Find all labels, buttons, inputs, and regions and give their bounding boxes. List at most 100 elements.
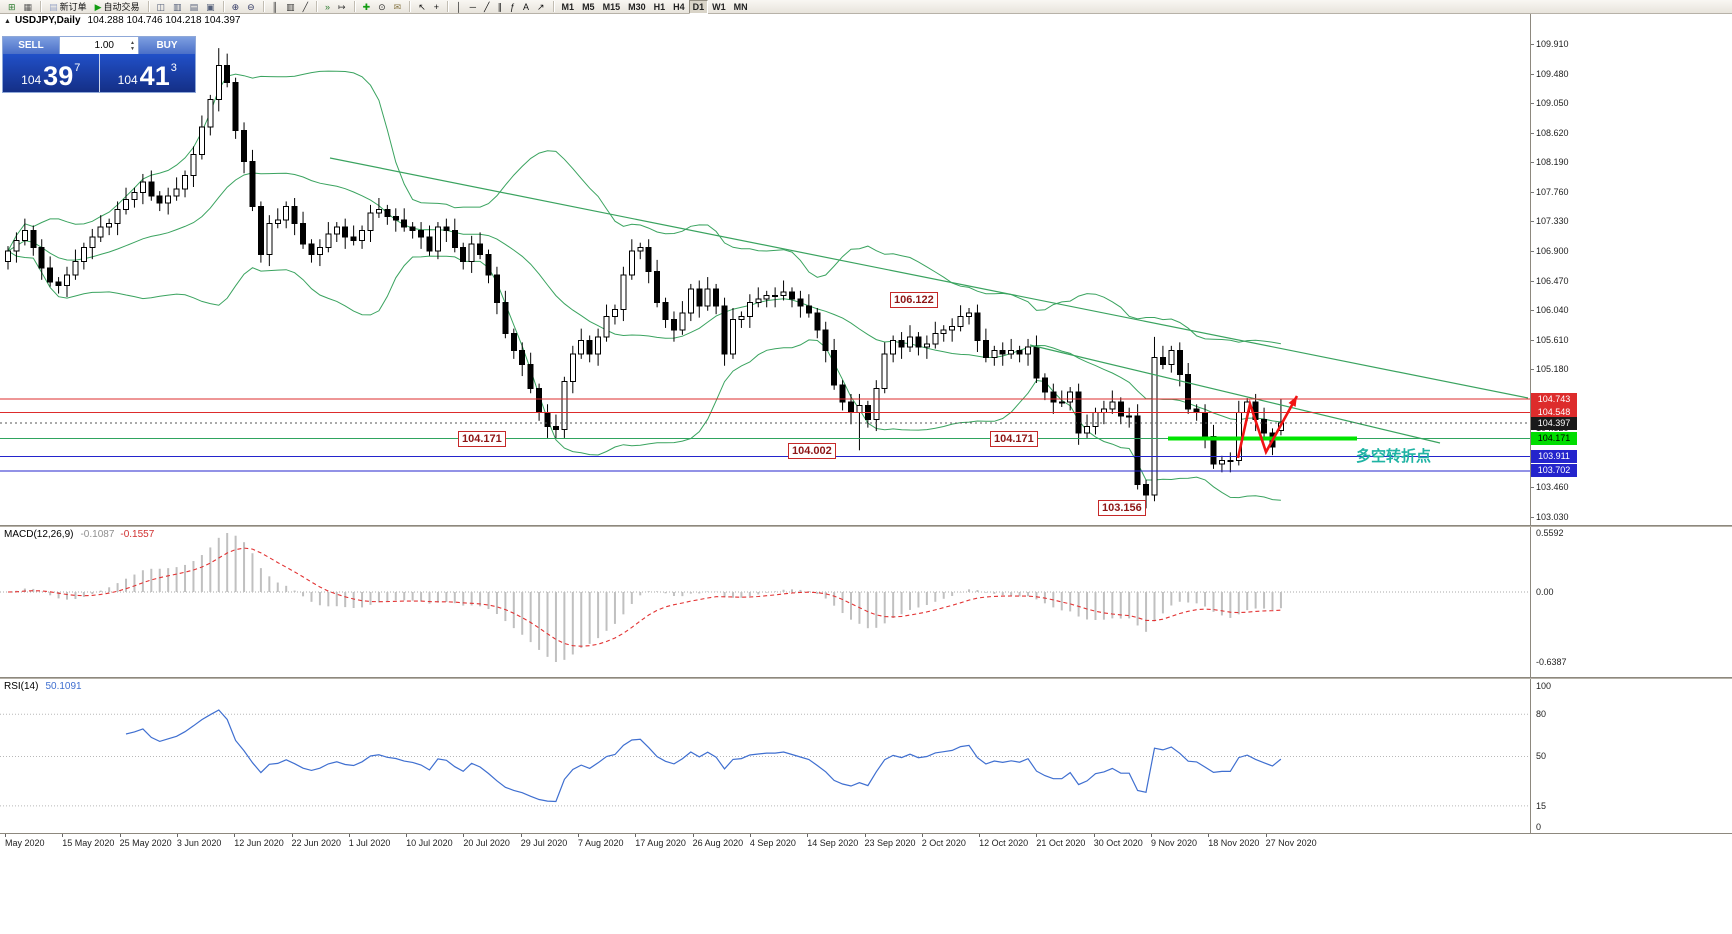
candle <box>898 332 905 359</box>
chart-canvas[interactable] <box>0 14 1530 525</box>
zigzag-annotation[interactable] <box>1236 395 1299 459</box>
candlestick-mode[interactable]: ▥ <box>282 0 299 14</box>
panel-splitter[interactable] <box>0 677 1732 679</box>
timeframe-h4[interactable]: H4 <box>669 0 689 14</box>
cursor-tool[interactable]: ↖ <box>414 0 430 14</box>
candle <box>713 283 720 315</box>
fibonacci-tool[interactable]: ƒ <box>506 0 519 14</box>
chart-shift[interactable]: ↦ <box>334 0 350 14</box>
rsi-canvas[interactable] <box>0 679 1530 833</box>
volume-down-icon[interactable]: ▼ <box>130 45 135 52</box>
date-axis-tick <box>5 834 6 837</box>
trendline-tool[interactable]: ╱ <box>480 0 493 14</box>
price-axis-tick <box>1531 162 1534 164</box>
candle <box>1092 407 1099 435</box>
candle <box>316 239 323 267</box>
horizontal-line-tool[interactable]: ─ <box>466 0 480 14</box>
bar-chart-mode[interactable]: ║ <box>268 0 282 14</box>
templates-menu[interactable]: ✉ <box>390 0 406 14</box>
buy-button[interactable]: BUY <box>139 37 195 54</box>
volume-input[interactable] <box>60 40 116 51</box>
arrows-tool[interactable]: ↗ <box>533 0 549 14</box>
candle <box>974 304 981 352</box>
price-tick-label: 109.050 <box>1536 98 1569 109</box>
tile-windows-horizontally[interactable]: ▥ <box>169 0 186 14</box>
candle <box>224 53 231 88</box>
macd-indicator-panel[interactable]: MACD(12,26,9) -0.1087 -0.1557 <box>0 527 1530 677</box>
macd-axis[interactable]: 0.5592 0.00 -0.6387 <box>1530 527 1732 677</box>
rsi-axis[interactable]: 100 80 50 15 0 <box>1530 679 1732 833</box>
date-axis-tick <box>406 834 408 837</box>
timeframe-h1[interactable]: H1 <box>650 0 670 14</box>
text-tool[interactable]: A <box>519 0 533 14</box>
date-axis-tick <box>1151 834 1152 837</box>
descending-trendline[interactable] <box>329 157 1529 399</box>
indicators-add[interactable]: ✚ <box>359 0 375 14</box>
candle <box>64 266 71 297</box>
candle <box>1227 452 1234 473</box>
macd-canvas[interactable] <box>0 527 1530 677</box>
auto-scroll[interactable]: » <box>321 0 334 14</box>
date-tick-label: 12 Jun 2020 <box>234 838 284 848</box>
autotrading-button-icon: ▶ <box>94 1 102 12</box>
date-tick-label: 22 Jun 2020 <box>291 838 342 848</box>
timeframe-mn[interactable]: MN <box>730 0 752 14</box>
price-axis-tick <box>1531 339 1534 341</box>
zoom-in[interactable]: ⊕ <box>228 0 244 14</box>
timeframe-w1[interactable]: W1 <box>708 0 730 14</box>
price-axis-tick <box>1531 280 1534 282</box>
new-chart[interactable]: ⊞ <box>4 0 20 14</box>
vertical-line-tool[interactable]: │ <box>452 0 466 14</box>
ohlc-values: 104.288 104.746 104.218 104.397 <box>87 15 241 26</box>
sell-price-tile[interactable]: 104 39 7 <box>3 54 99 92</box>
buy-price-tile[interactable]: 104 41 3 <box>99 54 195 92</box>
candle <box>266 215 273 267</box>
price-annotation: 104.002 <box>788 443 836 459</box>
arrange-icons[interactable]: ▣ <box>202 0 219 14</box>
sell-button[interactable]: SELL <box>3 37 59 54</box>
date-axis-tick <box>1093 834 1095 837</box>
collapse-trade-panel-icon[interactable]: ▲ <box>4 18 11 25</box>
candle <box>300 211 307 249</box>
price-tick-label: 107.760 <box>1536 186 1569 197</box>
price-annotation: 106.122 <box>890 292 938 308</box>
candle <box>123 187 130 215</box>
price-chart-panel[interactable]: ▲ USDJPY,Daily 104.288 104.746 104.218 104… <box>0 14 1530 525</box>
timeframe-m1[interactable]: M1 <box>558 0 579 14</box>
rsi-indicator-panel[interactable]: RSI(14) 50.1091 <box>0 679 1530 833</box>
date-axis-tick <box>62 834 64 837</box>
tile-windows-vertically[interactable]: ▤ <box>186 0 203 14</box>
rsi-name: RSI(14) <box>4 681 39 692</box>
candle <box>1143 479 1150 509</box>
crosshair-tool[interactable]: + <box>430 0 443 14</box>
price-axis[interactable]: 109.910 109.480 109.050 108.620 108.190 107.7… <box>1530 14 1732 525</box>
panel-splitter[interactable] <box>0 525 1732 527</box>
candle <box>780 280 787 301</box>
line-chart-mode[interactable]: ╱ <box>299 0 312 14</box>
buy-price-big: 41 <box>139 61 170 91</box>
candle <box>477 232 484 260</box>
date-tick-label: 15 May 2020 <box>62 838 115 848</box>
candle <box>1041 373 1048 401</box>
candle <box>1084 414 1091 438</box>
timeframe-m15[interactable]: M15 <box>599 0 625 14</box>
candle <box>721 297 728 366</box>
volume-up-icon[interactable]: ▲ <box>130 39 135 46</box>
price-tick-label: 106.470 <box>1536 275 1569 286</box>
zoom-out[interactable]: ⊖ <box>243 0 259 14</box>
periods-menu[interactable]: ⊙ <box>374 0 390 14</box>
profiles-menu[interactable]: ▦ <box>20 0 37 14</box>
timeframe-m30[interactable]: M30 <box>624 0 650 14</box>
timeframe-d1[interactable]: D1 <box>688 0 709 14</box>
date-axis[interactable]: May 2020 15 May 2020 25 May 2020 3 Jun 2020… <box>0 833 1732 850</box>
timeframe-m5[interactable]: M5 <box>578 0 599 14</box>
candle <box>890 335 897 363</box>
candle <box>915 332 922 356</box>
new-order-button[interactable]: ▤ 新订单 <box>45 0 91 14</box>
cascade-windows[interactable]: ◫ <box>153 0 170 14</box>
toolbar-separator <box>316 1 318 12</box>
channel-tool[interactable]: ∥ <box>493 0 506 14</box>
macd-name: MACD(12,26,9) <box>4 529 74 540</box>
descending-trendline[interactable] <box>1029 344 1441 444</box>
autotrading-button[interactable]: ▶ 自动交易 <box>91 0 144 14</box>
